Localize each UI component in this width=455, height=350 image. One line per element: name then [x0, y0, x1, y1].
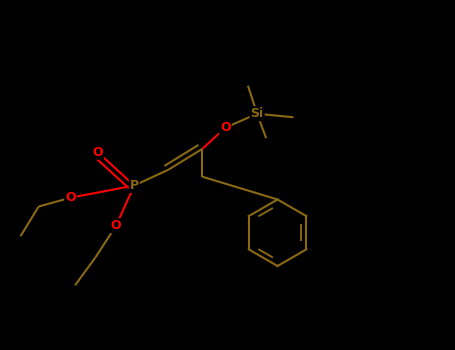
Text: P: P — [130, 179, 139, 192]
Text: O: O — [92, 146, 103, 159]
Text: O: O — [65, 191, 76, 204]
Text: Si: Si — [251, 107, 263, 120]
Text: O: O — [220, 121, 231, 134]
Text: O: O — [111, 219, 121, 232]
